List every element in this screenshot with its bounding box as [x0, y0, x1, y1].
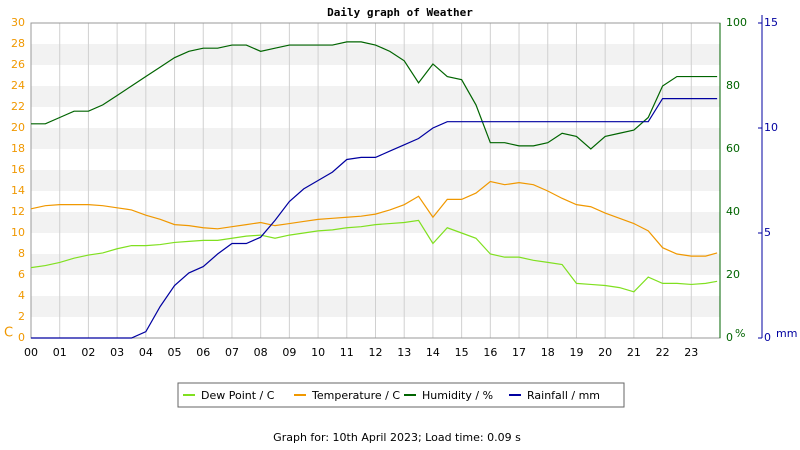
- x-tick-label: 13: [397, 346, 411, 359]
- series-line: [31, 98, 718, 339]
- legend-label: Rainfall / mm: [527, 389, 600, 402]
- y-tick-label: 22: [11, 100, 25, 113]
- x-tick-label: 12: [369, 346, 383, 359]
- series-line: [30, 180, 718, 257]
- x-tick-label: 02: [81, 346, 95, 359]
- y-tick-label: 0: [18, 331, 25, 344]
- x-tick-label: 16: [483, 346, 497, 359]
- legend-label: Dew Point / C: [201, 389, 275, 402]
- y-tick-label: 20: [11, 121, 25, 134]
- y3-tick-label: 0: [764, 331, 771, 344]
- footer-note: Graph for: 10th April 2023; Load time: 0…: [273, 431, 521, 444]
- y-tick-label: 2: [18, 310, 25, 323]
- y2-tick-label: 100: [726, 16, 747, 29]
- x-tick-label: 19: [569, 346, 583, 359]
- y3-tick-label: 10: [764, 121, 778, 134]
- x-tick-label: 05: [168, 346, 182, 359]
- x-tick-label: 00: [24, 346, 38, 359]
- x-tick-label: 06: [196, 346, 210, 359]
- y-tick-label: 28: [11, 37, 25, 50]
- y2-tick-label: 40: [726, 205, 740, 218]
- y-tick-label: 12: [11, 205, 25, 218]
- y-tick-label: 4: [18, 289, 25, 302]
- y3-tick-label: 5: [764, 226, 771, 239]
- y2-axis-label: %: [735, 327, 745, 340]
- y-tick-label: 16: [11, 163, 25, 176]
- chart-title: Daily graph of Weather: [327, 6, 473, 19]
- y-tick-label: 30: [11, 16, 25, 29]
- x-tick-label: 17: [512, 346, 526, 359]
- x-tick-label: 15: [455, 346, 469, 359]
- x-tick-label: 10: [311, 346, 325, 359]
- x-tick-label: 18: [541, 346, 555, 359]
- x-tick-label: 09: [282, 346, 296, 359]
- series-line: [31, 41, 718, 150]
- x-tick-label: 07: [225, 346, 239, 359]
- y-tick-label: 14: [11, 184, 25, 197]
- x-tick-label: 14: [426, 346, 440, 359]
- x-tick-label: 08: [254, 346, 268, 359]
- y-axis-label: C: [4, 326, 13, 341]
- x-tick-label: 11: [340, 346, 354, 359]
- y-tick-label: 10: [11, 226, 25, 239]
- y2-tick-label: 80: [726, 79, 740, 92]
- y2-tick-label: 60: [726, 142, 740, 155]
- y-tick-label: 18: [11, 142, 25, 155]
- x-tick-label: 23: [684, 346, 698, 359]
- x-tick-label: 01: [53, 346, 67, 359]
- x-tick-label: 22: [656, 346, 670, 359]
- x-tick-label: 21: [627, 346, 641, 359]
- legend-label: Humidity / %: [422, 389, 493, 402]
- x-tick-label: 04: [139, 346, 153, 359]
- y-tick-label: 6: [18, 268, 25, 281]
- y-tick-label: 8: [18, 247, 25, 260]
- y3-axis-label: mm: [776, 327, 797, 340]
- y-tick-label: 24: [11, 79, 25, 92]
- legend-label: Temperature / C: [311, 389, 400, 402]
- y2-tick-label: 0: [726, 331, 733, 344]
- y2-tick-label: 20: [726, 268, 740, 281]
- y-tick-label: 26: [11, 58, 25, 71]
- x-tick-label: 20: [598, 346, 612, 359]
- legend-box: [177, 382, 625, 408]
- y3-tick-label: 15: [764, 16, 778, 29]
- series-line: [30, 219, 718, 293]
- x-tick-label: 03: [110, 346, 124, 359]
